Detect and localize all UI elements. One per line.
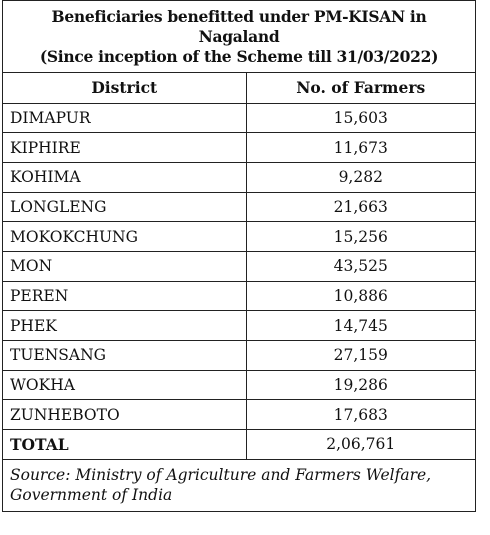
table-title: Beneficiaries benefitted under PM-KISAN … (3, 1, 475, 73)
table-row: MON 43,525 (3, 251, 475, 282)
farmers-table: District No. of Farmers DIMAPUR 15,603 K… (3, 73, 475, 460)
district-name: PEREN (3, 281, 247, 312)
farmer-count: 14,745 (246, 310, 475, 341)
source-note: Source: Ministry of Agriculture and Farm… (3, 460, 475, 511)
total-row: TOTAL 2,06,761 (3, 429, 475, 460)
district-name: WOKHA (3, 370, 247, 401)
farmer-count: 10,886 (246, 281, 475, 312)
header-district: District (3, 73, 247, 104)
farmer-count: 9,282 (246, 162, 475, 193)
total-label: TOTAL (3, 429, 247, 460)
table-title-line1: Beneficiaries benefitted under PM-KISAN … (51, 7, 427, 46)
table-row: ZUNHEBOTO 17,683 (3, 399, 475, 431)
table-row: LONGLENG 21,663 (3, 192, 475, 223)
table-row: MOKOKCHUNG 15,256 (3, 221, 475, 252)
farmer-count: 21,663 (246, 192, 475, 223)
table-title-line2: (Since inception of the Scheme till 31/0… (39, 47, 439, 66)
district-name: KIPHIRE (3, 132, 247, 163)
farmer-count: 19,286 (246, 370, 475, 401)
header-farmers: No. of Farmers (246, 73, 475, 104)
table-row: WOKHA 19,286 (3, 370, 475, 401)
district-name: LONGLENG (3, 192, 247, 223)
district-name: TUENSANG (3, 340, 247, 371)
total-farmer-count: 2,06,761 (246, 429, 475, 460)
district-name: KOHIMA (3, 162, 247, 193)
table-header-row: District No. of Farmers (3, 73, 475, 104)
source-line1: Source: Ministry of Agriculture and Farm… (10, 465, 432, 484)
farmer-count: 17,683 (246, 399, 475, 431)
source-line2: Government of India (10, 485, 173, 504)
table-row: PEREN 10,886 (3, 281, 475, 312)
farmer-count: 43,525 (246, 251, 475, 282)
farmer-count: 27,159 (246, 340, 475, 371)
farmer-count: 15,603 (246, 103, 475, 134)
farmer-count: 11,673 (246, 132, 475, 163)
table-row: KOHIMA 9,282 (3, 162, 475, 193)
district-name: MOKOKCHUNG (3, 221, 247, 252)
district-name: MON (3, 251, 247, 282)
table-row: DIMAPUR 15,603 (3, 103, 475, 134)
farmer-count: 15,256 (246, 221, 475, 252)
table-row: KIPHIRE 11,673 (3, 132, 475, 163)
district-name: PHEK (3, 310, 247, 341)
table-row: PHEK 14,745 (3, 310, 475, 341)
beneficiaries-table-card: Beneficiaries benefitted under PM-KISAN … (2, 0, 476, 512)
district-name: ZUNHEBOTO (3, 399, 247, 431)
district-name: DIMAPUR (3, 103, 247, 134)
table-row: TUENSANG 27,159 (3, 340, 475, 371)
